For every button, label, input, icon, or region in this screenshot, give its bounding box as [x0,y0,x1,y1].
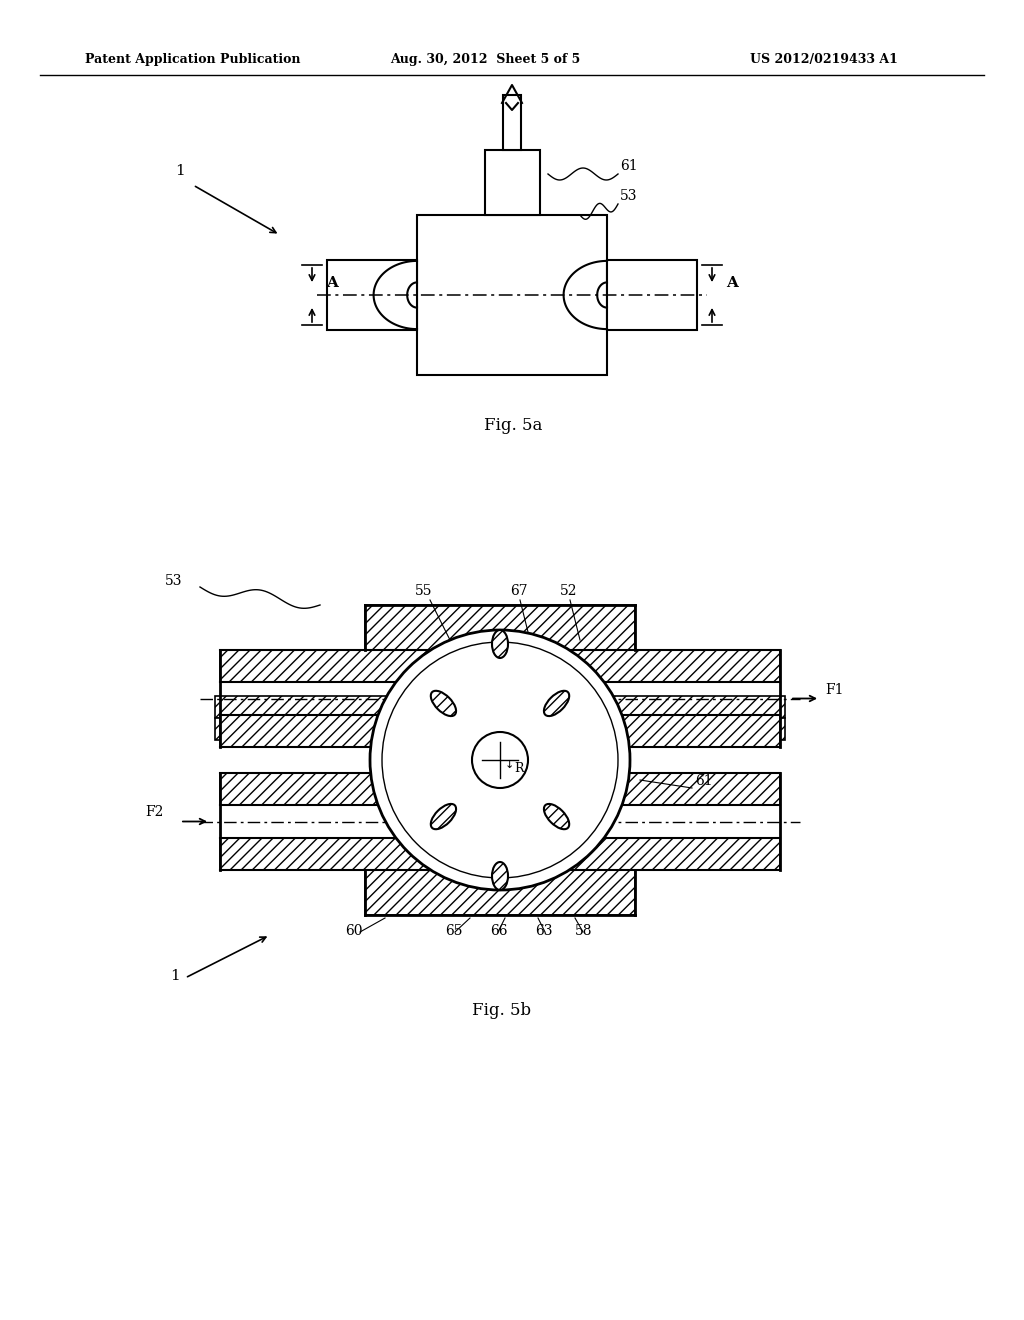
Text: A: A [726,276,738,290]
Text: 53: 53 [620,189,638,203]
Ellipse shape [544,690,569,715]
Text: 1: 1 [175,164,184,178]
Ellipse shape [431,804,456,829]
Circle shape [472,733,528,788]
Bar [220,715,780,747]
Text: 60: 60 [345,924,362,939]
Text: ↓: ↓ [505,760,514,770]
Text: 65: 65 [445,924,463,939]
Circle shape [370,630,630,890]
Text: Aug. 30, 2012  Sheet 5 of 5: Aug. 30, 2012 Sheet 5 of 5 [390,54,581,66]
Bar [220,838,780,870]
Text: 61: 61 [620,158,638,173]
Ellipse shape [544,804,569,829]
Bar [327,260,417,330]
Text: A: A [326,276,338,290]
Bar [417,215,607,375]
Text: F2: F2 [145,805,164,820]
Text: R: R [514,762,523,775]
Text: F1: F1 [825,682,844,697]
Bar [607,260,697,330]
Text: 52: 52 [560,583,578,598]
Bar [215,718,785,741]
Bar [365,605,635,649]
Text: 66: 66 [490,924,508,939]
Text: 67: 67 [510,583,527,598]
Text: Fig. 5a: Fig. 5a [484,417,543,434]
Bar [485,150,540,215]
Bar [215,696,785,718]
Text: 53: 53 [165,574,182,587]
Circle shape [382,642,618,878]
Bar [503,95,521,150]
Text: Patent Application Publication: Patent Application Publication [85,54,300,66]
Bar [220,649,780,682]
Ellipse shape [431,690,456,715]
Bar [220,774,780,805]
Ellipse shape [492,862,508,890]
Text: US 2012/0219433 A1: US 2012/0219433 A1 [750,54,898,66]
Text: Fig. 5b: Fig. 5b [472,1002,531,1019]
Bar [365,870,635,915]
Text: 1: 1 [170,969,180,983]
Text: 55: 55 [415,583,432,598]
Text: 58: 58 [575,924,593,939]
Text: 63: 63 [535,924,553,939]
Text: 61: 61 [695,774,713,788]
Ellipse shape [492,630,508,657]
